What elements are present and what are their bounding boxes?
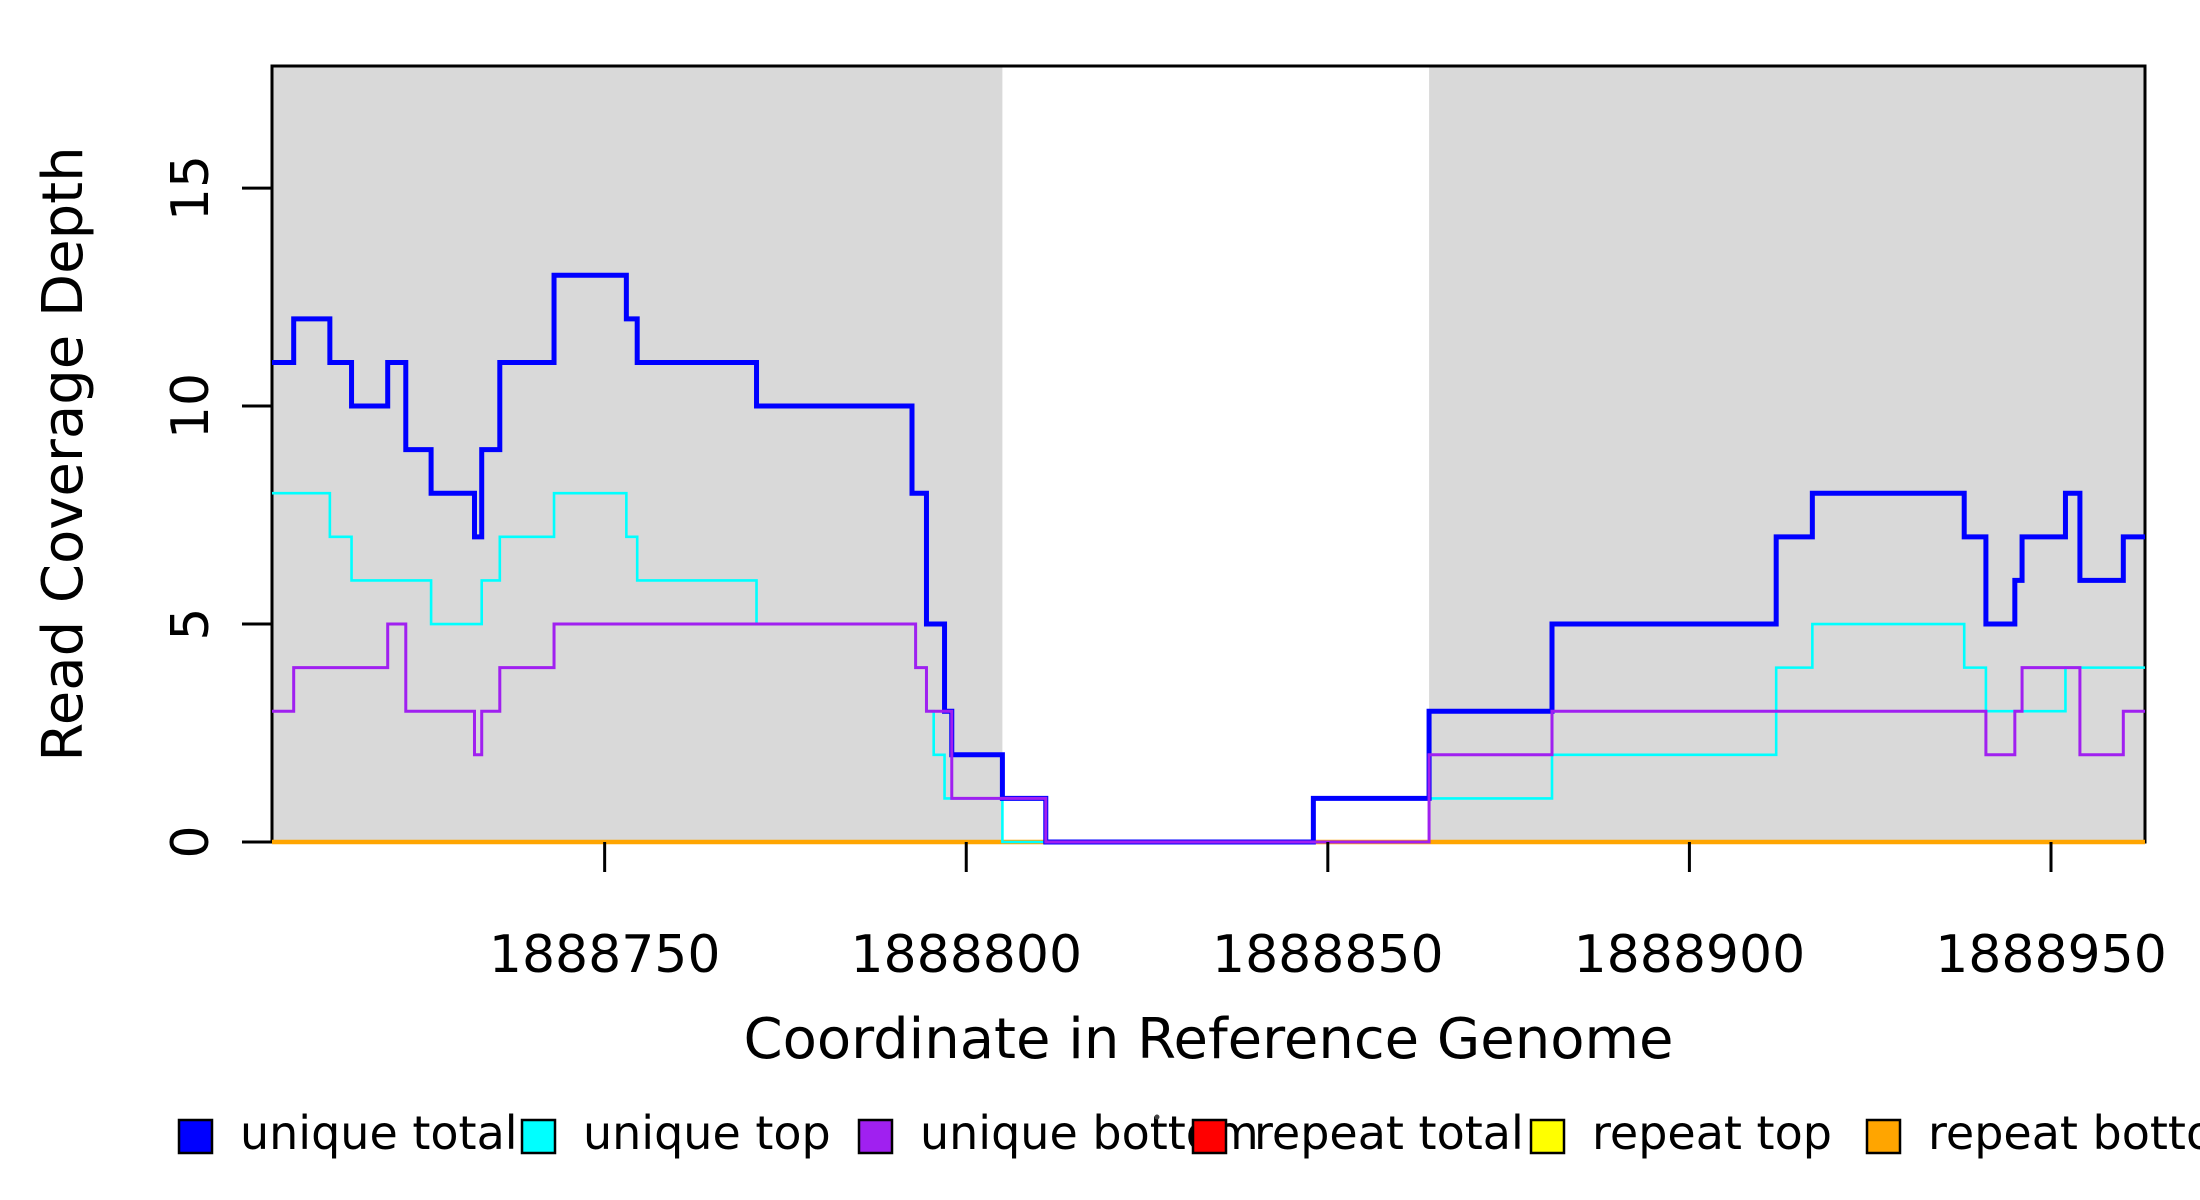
y-axis-title: Read Coverage Depth xyxy=(31,146,96,761)
legend-swatch-repeat-total xyxy=(1191,1118,1228,1155)
legend-swatch-repeat-bottom xyxy=(1865,1118,1902,1155)
legend-item-repeat-bottom: repeat bottom xyxy=(1865,1106,2200,1160)
stray-dot xyxy=(1154,1114,1160,1120)
y-tick-label: 5 xyxy=(161,607,221,640)
right-gray-block xyxy=(1429,66,2145,842)
legend-swatch-unique-total xyxy=(177,1118,214,1155)
legend-swatch-unique-top xyxy=(520,1118,557,1155)
x-axis-title: Coordinate in Reference Genome xyxy=(743,1007,1673,1072)
legend-label: repeat bottom xyxy=(1928,1106,2200,1160)
legend-item-repeat-total: repeat total xyxy=(1191,1106,1524,1160)
legend-label: unique total xyxy=(240,1106,518,1160)
legend-label: unique top xyxy=(583,1106,831,1160)
legend-label: repeat total xyxy=(1254,1106,1524,1160)
legend-item-unique-top: unique top xyxy=(520,1106,831,1160)
x-tick-label: 1888950 xyxy=(1935,925,2167,985)
legend-item-unique-total: unique total xyxy=(177,1106,518,1160)
series-unique-total xyxy=(272,272,2145,845)
x-tick-label: 1888800 xyxy=(850,925,1082,985)
series-unique-bottom xyxy=(272,622,2145,844)
legend-item-repeat-top: repeat top xyxy=(1529,1106,1832,1160)
y-tick-label: 0 xyxy=(161,825,221,858)
y-tick-label: 15 xyxy=(161,155,221,221)
legend-swatch-repeat-top xyxy=(1529,1118,1566,1155)
legend-swatch-unique-bottom xyxy=(857,1118,894,1155)
y-tick-label: 10 xyxy=(161,373,221,439)
x-tick-label: 1888850 xyxy=(1212,925,1444,985)
left-gray-block xyxy=(272,66,1003,842)
legend-label: repeat top xyxy=(1592,1106,1832,1160)
x-tick-label: 1888750 xyxy=(489,925,721,985)
x-tick-label: 1888900 xyxy=(1574,925,1806,985)
